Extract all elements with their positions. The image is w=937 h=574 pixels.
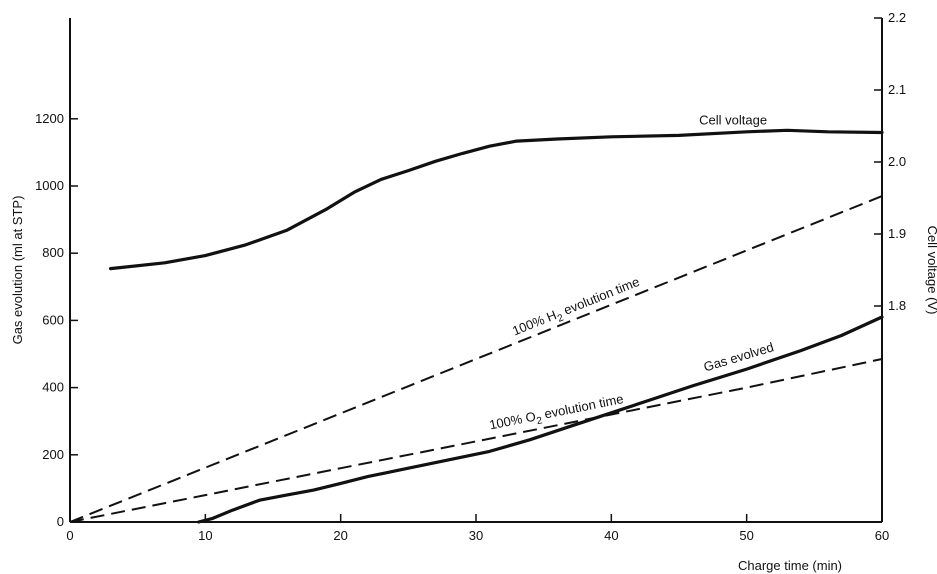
curve-labels: Cell voltage Gas evolved 100% H2 evolution…: [488, 113, 776, 433]
x-axis-title: Charge time (min): [738, 558, 842, 573]
series-100-h2-evolution-time: [69, 195, 883, 523]
right-y-tick-label: 2.1: [888, 82, 906, 97]
series-gas-evolved: [197, 315, 884, 524]
x-tick-label: 60: [875, 528, 889, 543]
x-tick-label: 40: [604, 528, 618, 543]
left-y-tick-label: 400: [42, 380, 64, 395]
x-tick-label: 30: [469, 528, 483, 543]
right-y-tick-label: 1.8: [888, 298, 906, 313]
left-y-tick-label: 600: [42, 312, 64, 327]
right-y-tick-label: 2.0: [888, 154, 906, 169]
plot-frame: [69, 18, 883, 523]
left-y-axis-title: Gas evolution (ml at STP): [10, 196, 25, 345]
x-tick-label: 20: [333, 528, 347, 543]
series-layer: [69, 128, 884, 524]
right-y-axis-title: Cell voltage (V): [925, 226, 937, 315]
left-y-tick-label: 0: [57, 514, 64, 529]
left-y-tick-label: 800: [42, 245, 64, 260]
left-y-axis-ticks: 0 200 400 600 800 1000 1200: [35, 111, 78, 529]
label-100-h2-evolution-time: 100% H2 evolution time: [510, 274, 643, 342]
series-100-o2-evolution-time: [69, 358, 883, 523]
right-y-axis-ticks: 1.8 1.9 2.0 2.1 2.2: [874, 10, 906, 313]
right-y-tick-label: 2.2: [888, 10, 906, 25]
series-cell-voltage: [109, 128, 884, 271]
x-tick-label: 10: [198, 528, 212, 543]
left-y-tick-label: 1000: [35, 178, 64, 193]
x-tick-label: 0: [66, 528, 73, 543]
left-y-tick-label: 200: [42, 447, 64, 462]
label-gas-evolved: Gas evolved: [702, 339, 776, 374]
label-cell-voltage: Cell voltage: [699, 113, 767, 128]
x-tick-label: 50: [739, 528, 753, 543]
x-axis-ticks: 0 10 20 30 40 50 60: [66, 514, 889, 543]
right-y-tick-label: 1.9: [888, 226, 906, 241]
left-y-tick-label: 1200: [35, 111, 64, 126]
